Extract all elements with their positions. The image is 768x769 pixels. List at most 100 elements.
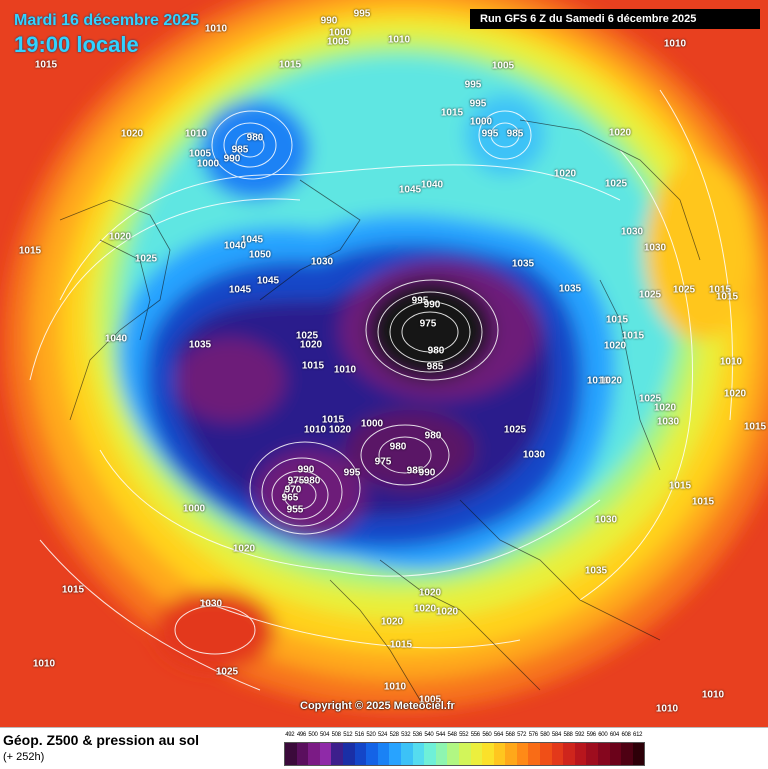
pressure-label: 1045 xyxy=(240,234,264,246)
pressure-label: 1025 xyxy=(215,666,239,678)
pressure-label: 1015 xyxy=(34,59,58,71)
pressure-label: 1035 xyxy=(511,258,535,270)
pressure-label: 1000 xyxy=(196,158,220,170)
pressure-label: 1020 xyxy=(418,587,442,599)
pressure-label: 1000 xyxy=(360,418,384,430)
legend-tick: 584 xyxy=(551,732,562,738)
pressure-label: 1010 xyxy=(383,681,407,693)
pressure-label: 980 xyxy=(389,441,407,453)
legend-tick: 552 xyxy=(459,732,469,738)
trough-atlantic xyxy=(255,450,365,540)
legend-swatch xyxy=(528,743,541,765)
pressure-label: 1035 xyxy=(584,565,608,577)
pressure-label: 1015 xyxy=(61,584,85,596)
weather-map: 1010 995 990 1000 1005 1010 1015 1015 1005 1010 99… xyxy=(5,0,768,715)
cutoff-low-east xyxy=(465,95,545,175)
pressure-label: 990 xyxy=(223,153,241,165)
pressure-label: 1010 xyxy=(719,356,743,368)
pressure-label: 1020 xyxy=(608,127,632,139)
pressure-label: 970 xyxy=(284,484,302,496)
legend-swatch xyxy=(458,743,471,765)
legend-swatch xyxy=(493,743,506,765)
legend-swatch xyxy=(366,743,378,765)
warm-ridge-sw xyxy=(155,590,275,670)
pressure-label: 1015 xyxy=(301,360,325,372)
copyright: Copyright © 2025 Meteociel.fr xyxy=(300,700,455,712)
pressure-label: 1015 xyxy=(691,496,715,508)
pressure-label: 1010 xyxy=(663,38,687,50)
legend-tick: 536 xyxy=(412,732,422,738)
pressure-label: 980 xyxy=(303,475,321,487)
legend-tick: 508 xyxy=(331,732,341,738)
pressure-label: 995 xyxy=(353,8,371,20)
pressure-label: 1030 xyxy=(620,226,644,238)
pressure-label: 1000 xyxy=(469,116,493,128)
pressure-label: 1030 xyxy=(594,514,618,526)
legend-swatch xyxy=(482,743,494,765)
pressure-label: 1020 xyxy=(328,424,352,436)
pressure-label: 1020 xyxy=(108,231,132,243)
forecast-offset: (+ 252h) xyxy=(3,751,45,763)
legend-tick: 532 xyxy=(401,732,411,738)
pressure-label: 1020 xyxy=(232,543,256,555)
legend-swatch xyxy=(400,743,413,765)
legend-tick: 528 xyxy=(389,732,399,738)
pressure-label: 1010 xyxy=(184,128,208,140)
pressure-label: 1010 xyxy=(586,375,610,387)
pressure-label: 1020 xyxy=(435,606,459,618)
pressure-label: 1010 xyxy=(303,424,327,436)
ridge-east xyxy=(645,160,755,340)
pressure-label: 1030 xyxy=(643,242,667,254)
legend-swatch xyxy=(540,743,552,765)
legend-tick: 496 xyxy=(296,732,306,738)
pressure-label: 955 xyxy=(286,504,304,516)
legend-swatch xyxy=(551,743,564,765)
pressure-label: 990 xyxy=(297,464,315,476)
pressure-label: 1015 xyxy=(708,284,732,296)
pressure-label: 1005 xyxy=(326,36,350,48)
legend-swatch xyxy=(621,743,633,765)
legend-tick: 560 xyxy=(482,732,492,738)
pressure-label: 1000 xyxy=(328,27,352,39)
low-core xyxy=(368,280,492,380)
legend-tick: 580 xyxy=(540,732,550,738)
pressure-label: 985 xyxy=(406,465,424,477)
legend-tick: 588 xyxy=(563,732,573,738)
pressure-label: 1040 xyxy=(223,240,247,252)
pressure-label: 980 xyxy=(424,430,442,442)
pressure-label: 1005 xyxy=(418,694,442,706)
pressure-label: 1020 xyxy=(120,128,144,140)
legend-swatch xyxy=(598,743,610,765)
legend-footer: Géop. Z500 & pression au sol (+ 252h) 49… xyxy=(0,727,768,769)
pressure-label: 1020 xyxy=(413,603,437,615)
legend-tick: 524 xyxy=(377,732,388,738)
legend-tick: 612 xyxy=(633,732,643,738)
pressure-label: 985 xyxy=(231,144,249,156)
pressure-label: 1015 xyxy=(668,480,692,492)
legend-swatch xyxy=(586,743,599,765)
legend-tick: 504 xyxy=(320,732,330,738)
pressure-label: 975 xyxy=(287,475,305,487)
pressure-label: 1010 xyxy=(32,658,56,670)
pressure-label: 1015 xyxy=(743,421,767,433)
pressure-label: 1035 xyxy=(188,339,212,351)
trough-south xyxy=(345,410,475,490)
legend-tick: 564 xyxy=(493,732,504,738)
pressure-label: 1045 xyxy=(256,275,280,287)
pressure-label: 1015 xyxy=(278,59,302,71)
legend-swatch xyxy=(412,743,425,765)
legend-tick: 516 xyxy=(354,732,364,738)
legend-swatch xyxy=(285,743,297,765)
pressure-label: 975 xyxy=(374,456,392,468)
pressure-label: 1000 xyxy=(182,503,206,515)
map-date: Mardi 16 décembre 2025 xyxy=(14,12,199,29)
pressure-label: 1015 xyxy=(389,639,413,651)
pressure-label: 1040 xyxy=(420,179,444,191)
pressure-label: 1020 xyxy=(299,339,323,351)
pressure-label: 990 xyxy=(320,15,338,27)
pressure-label: 1030 xyxy=(656,416,680,428)
trough-west xyxy=(175,338,285,422)
pressure-label: 1025 xyxy=(604,178,628,190)
legend-swatch xyxy=(377,743,390,765)
legend-swatch xyxy=(632,743,645,765)
